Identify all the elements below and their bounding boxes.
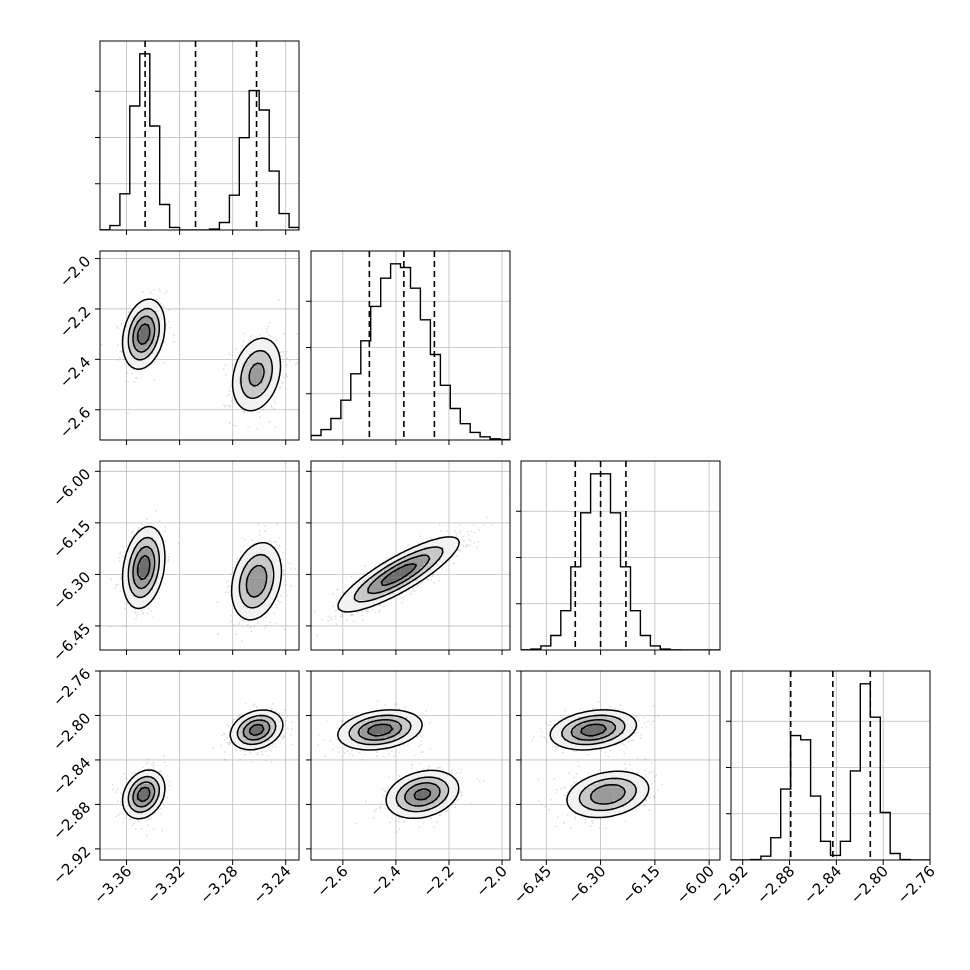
contour-level-2 [127,307,274,399]
density-fill [129,537,273,607]
contour-level-1 [337,709,460,820]
x-tick-label-p4: −2.80 [847,862,892,907]
contour-level-3 [367,554,431,595]
x-tick-label-p2: −2.4 [366,862,404,900]
y-tick-label-p3: −6.30 [49,568,94,613]
histogram-step [100,53,299,230]
contour-level-3 [132,315,265,387]
x-tick-label-p2: −2.2 [419,862,457,900]
y-tick-label-p3: −6.15 [49,516,94,561]
contour-level-4 [367,723,432,801]
panel-frame-2-1 [99,250,300,441]
contour-level-3 [132,546,268,598]
contour-level-1 [121,525,283,621]
y-tick-label-p4: −2.80 [49,709,94,754]
x-tick-label-p4: −2.92 [706,862,751,907]
x-tick-label-p4: −2.84 [800,862,845,907]
x-tick-label-p1: −3.28 [196,862,241,907]
scatter-panel-4-3 [521,671,720,860]
contour-level-2 [348,714,450,813]
scatter-panel-2-1 [100,251,299,440]
histogram-2 [311,251,510,440]
panel-frame-2-2 [310,250,511,441]
panel-frame-4-2 [310,670,511,861]
histogram-4 [731,671,930,860]
contour-level-4 [136,323,151,346]
panel-frame-1-1 [99,40,300,231]
y-tick-label-p2: −2.0 [56,252,94,290]
density-fill [550,710,651,817]
contour-level-2 [127,536,275,609]
y-tick-label-p2: −2.4 [56,353,94,391]
contour-level-1 [549,709,650,819]
density-fill [133,720,270,807]
x-tick-label-p3: −6.15 [618,862,663,907]
density-fill [123,710,283,821]
contour-level-1 [337,536,460,613]
x-tick-label-p2: −2.0 [472,862,510,900]
panel-frame-3-2 [310,460,511,651]
density-fill [136,557,150,581]
x-tick-label-p1: −3.24 [249,862,294,907]
y-tick-label-p2: −2.6 [56,403,94,441]
panel-frame-3-1 [99,460,300,651]
x-tick-label-p3: −6.30 [564,862,609,907]
histogram-1 [100,41,299,230]
contour-level-3 [570,719,626,805]
y-tick-label-p4: −2.84 [49,754,94,799]
contour-level-4 [580,723,607,737]
y-tick-label-p4: −2.88 [49,798,94,843]
contour-level-2 [127,714,277,813]
x-tick-label-p4: −2.76 [894,862,939,907]
y-tick-label-p3: −6.00 [49,465,94,510]
y-tick-label-p2: −2.2 [56,303,94,341]
density-fill [337,537,461,614]
x-tick-label-p2: −2.6 [313,862,351,900]
x-tick-label-p3: −6.45 [510,862,555,907]
density-fill [380,563,418,584]
contour-level-4 [136,723,265,803]
contour-level-3 [357,719,441,807]
x-tick-label-p4: −2.88 [753,862,798,907]
contour-level-1 [121,298,282,412]
contour-level-2 [353,546,444,603]
contour-level-2 [561,714,637,812]
scatter-panel-4-2 [311,671,510,860]
histogram-3 [521,461,720,650]
contour-level-4 [136,554,151,581]
density-fill [560,714,638,811]
scatter-panel-4-1 [100,671,299,860]
density-fill [123,300,280,411]
contour-level-4 [380,563,417,586]
density-fill [570,720,624,804]
panel-frame-3-3 [520,460,721,651]
density-fill [367,724,431,801]
histogram-step [731,683,930,860]
density-fill [354,547,444,601]
panel-frame-4-4 [730,670,931,861]
y-tick-label-p3: −6.45 [49,620,94,665]
y-tick-label-p4: −2.76 [49,665,94,710]
x-tick-label-p1: −3.36 [90,862,135,907]
scatter-panel-3-2 [311,461,510,650]
density-fill [357,720,441,807]
histogram-step [521,473,720,650]
x-tick-label-p1: −3.32 [143,862,188,907]
panel-frame-4-1 [99,670,300,861]
histogram-step [311,263,510,440]
contour-level-3 [132,719,271,808]
y-tick-label-p4: −2.92 [49,843,94,888]
scatter-panel-3-1 [100,461,299,650]
density-fill [133,547,266,597]
contour-level-1 [121,709,284,820]
panel-frame-4-3 [520,670,721,861]
